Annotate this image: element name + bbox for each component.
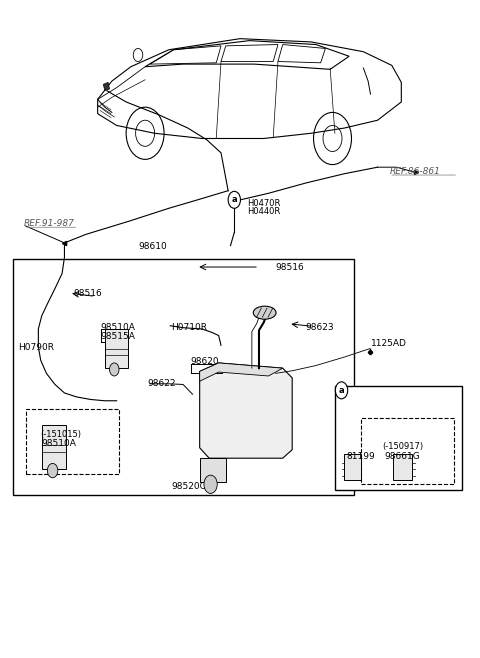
Text: 81199: 81199 [347,452,375,461]
Text: REF.86-861: REF.86-861 [389,166,440,176]
Text: 98516: 98516 [276,263,304,272]
Text: 98510A: 98510A [100,322,135,332]
Text: a: a [339,386,344,395]
Text: 1125AD: 1125AD [371,339,407,348]
Bar [25,409,120,474]
Text: 98510A: 98510A [42,439,76,447]
Circle shape [228,191,240,209]
Text: 98623: 98623 [305,323,334,332]
Text: 98515A: 98515A [100,332,135,341]
Text: 98520C: 98520C [171,482,206,492]
Text: H0440R: H0440R [247,207,280,216]
Text: H0470R: H0470R [247,199,280,207]
Circle shape [204,475,217,494]
Text: 98622: 98622 [147,379,176,388]
Bar [42,425,66,469]
Polygon shape [103,82,109,91]
Text: 98661G: 98661G [384,452,420,461]
Bar [344,454,361,480]
Circle shape [109,363,119,376]
Text: (-151015): (-151015) [40,430,81,439]
Polygon shape [200,363,283,381]
Text: H0790R: H0790R [18,343,54,352]
Text: H0710R: H0710R [171,323,207,332]
Text: (-150917): (-150917) [383,442,423,451]
Text: a: a [231,195,237,205]
Bar [361,418,455,484]
Bar [200,457,226,482]
Circle shape [336,382,348,399]
Circle shape [48,463,58,478]
Text: REF.91-987: REF.91-987 [24,219,75,228]
Bar [393,454,412,480]
Text: 98516: 98516 [73,290,102,298]
Text: 98610: 98610 [138,241,167,251]
Text: 98620: 98620 [190,357,219,366]
Bar [13,259,354,495]
Bar [335,386,462,490]
Ellipse shape [253,306,276,319]
Polygon shape [200,363,292,458]
Bar [105,329,128,368]
